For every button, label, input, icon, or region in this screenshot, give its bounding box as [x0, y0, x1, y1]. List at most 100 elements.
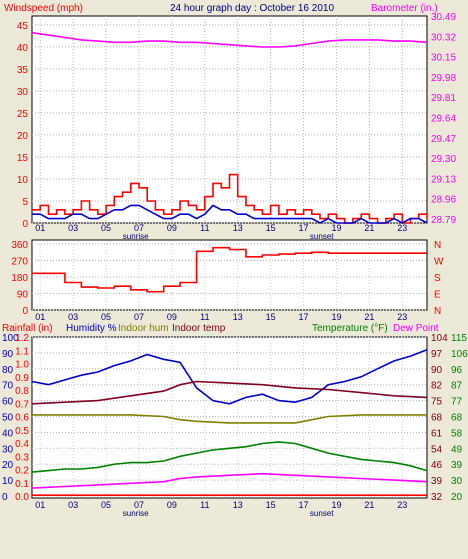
barometer-tick-label: 29.47 [431, 134, 456, 145]
direction-tick-label: 270 [11, 257, 28, 268]
humidity-tick-label: 10 [2, 476, 14, 487]
barometer-tick-label: 30.32 [431, 32, 456, 43]
rainfall-tick-label: 0.2 [15, 466, 29, 477]
x-tick-label: 13 [233, 500, 243, 510]
temperature-label: Temperature (°F) [312, 323, 388, 334]
windspeed-tick-label: 30 [17, 87, 29, 98]
rainfall-tick-label: 0.3 [15, 452, 29, 463]
temperature-tick-label: 20 [451, 492, 463, 503]
x-tick-label: 23 [397, 223, 407, 233]
barometer-tick-label: 29.30 [431, 154, 456, 165]
windspeed-tick-label: 20 [17, 131, 29, 142]
windspeed-tick-label: 5 [22, 197, 28, 208]
x-tick-label: 15 [266, 500, 276, 510]
x-tick-label: 21 [364, 500, 374, 510]
x-tick-label: 03 [68, 500, 78, 510]
indoor-temp-tick-label: 39 [431, 476, 443, 487]
rainfall-label: Rainfall (in) [2, 323, 53, 334]
barometer-tick-label: 28.79 [431, 215, 456, 226]
x-tick-label: 23 [397, 500, 407, 510]
dew-point-line [31, 472, 428, 489]
humidity-tick-label: 0 [2, 492, 8, 503]
rainfall-tick-label: 0.4 [15, 439, 29, 450]
sunrise-label: sunrise [123, 509, 149, 518]
indoor-temp-tick-label: 75 [431, 397, 443, 408]
temperature-tick-label: 106 [451, 349, 468, 360]
wind-direction-line [32, 246, 427, 293]
x-tick-label: 09 [167, 312, 177, 322]
direction-tick-label: 90 [17, 290, 29, 301]
barometer-tick-label: 30.49 [431, 12, 456, 23]
rainfall-tick-label: 0.8 [15, 386, 29, 397]
humidity-tick-label: 90 [2, 349, 14, 360]
indoor-temp-tick-label: 32 [431, 492, 443, 503]
x-tick-label: 05 [101, 500, 111, 510]
compass-tick-label: S [434, 273, 441, 284]
temperature-tick-label: 30 [451, 476, 463, 487]
x-tick-label: 11 [200, 223, 209, 233]
x-tick-label: 19 [331, 312, 341, 322]
temperature-tick-label: 96 [451, 365, 463, 376]
dew-point-label: Dew Point [393, 323, 439, 334]
x-tick-label: 07 [134, 312, 144, 322]
rainfall-tick-label: 0.6 [15, 413, 29, 424]
x-tick-label: 19 [331, 223, 341, 233]
windspeed-tick-label: 35 [17, 65, 29, 76]
humidity-line [31, 348, 428, 405]
indoor-temp-tick-label: 68 [431, 413, 443, 424]
barometer-tick-label: 29.98 [431, 73, 456, 84]
indoor-temp-tick-label: 54 [431, 444, 443, 455]
x-tick-label: 05 [101, 312, 111, 322]
x-tick-label: 17 [299, 223, 309, 233]
x-tick-label: 03 [68, 223, 78, 233]
x-tick-label: 01 [35, 223, 45, 233]
humidity-temp-panel [31, 336, 428, 499]
rainfall-tick-label: 0.5 [15, 426, 29, 437]
chart-title: 24 hour graph day : October 16 2010 [170, 3, 334, 14]
indoor-temp-tick-label: 61 [431, 428, 443, 439]
humidity-tick-label: 20 [2, 460, 14, 471]
barometer-tick-label: 28.96 [431, 195, 456, 206]
windspeed-tick-label: 0 [22, 219, 28, 230]
indoor-temp-tick-label: 104 [431, 333, 448, 344]
x-tick-label: 07 [134, 500, 144, 510]
direction-tick-label: 180 [11, 273, 28, 284]
indoor-temp-tick-label: 97 [431, 349, 443, 360]
indoor-hum-label: Indoor hum [118, 323, 169, 334]
indoor-temp-label: Indoor temp [172, 323, 226, 334]
x-tick-label: 03 [68, 312, 78, 322]
temperature-line [31, 441, 428, 473]
x-tick-label: 09 [167, 500, 177, 510]
x-tick-label: 19 [331, 500, 341, 510]
x-tick-label: 15 [266, 223, 276, 233]
windspeed-tick-label: 10 [17, 175, 29, 186]
humidity-label: Humidity % [66, 323, 117, 334]
x-tick-label: 07 [134, 223, 144, 233]
temperature-tick-label: 87 [451, 381, 463, 392]
indoor-temp-tick-label: 46 [431, 460, 443, 471]
barometer-line [31, 31, 428, 48]
barometer-tick-label: 30.15 [431, 53, 456, 64]
sunset-label: sunset [310, 509, 334, 518]
temperature-tick-label: 49 [451, 444, 463, 455]
humidity-tick-label: 80 [2, 365, 14, 376]
x-tick-label: 01 [35, 500, 45, 510]
x-tick-label: 13 [233, 223, 243, 233]
rainfall-tick-label: 1.0 [15, 360, 29, 371]
x-tick-label: 01 [35, 312, 45, 322]
x-tick-label: 09 [167, 223, 177, 233]
wind-gust-line [32, 173, 428, 224]
temperature-tick-label: 58 [451, 428, 463, 439]
x-tick-label: 23 [397, 312, 407, 322]
indoor-hum-line [32, 414, 427, 424]
rainfall-tick-label: 1.2 [15, 333, 29, 344]
x-tick-label: 15 [266, 312, 276, 322]
indoor-temp-line [31, 380, 428, 405]
compass-tick-label: N [434, 240, 441, 251]
wind-panel [31, 15, 428, 224]
barometer-tick-label: 29.64 [431, 114, 456, 125]
x-tick-label: 13 [233, 312, 243, 322]
rainfall-tick-label: 0.0 [15, 492, 29, 503]
